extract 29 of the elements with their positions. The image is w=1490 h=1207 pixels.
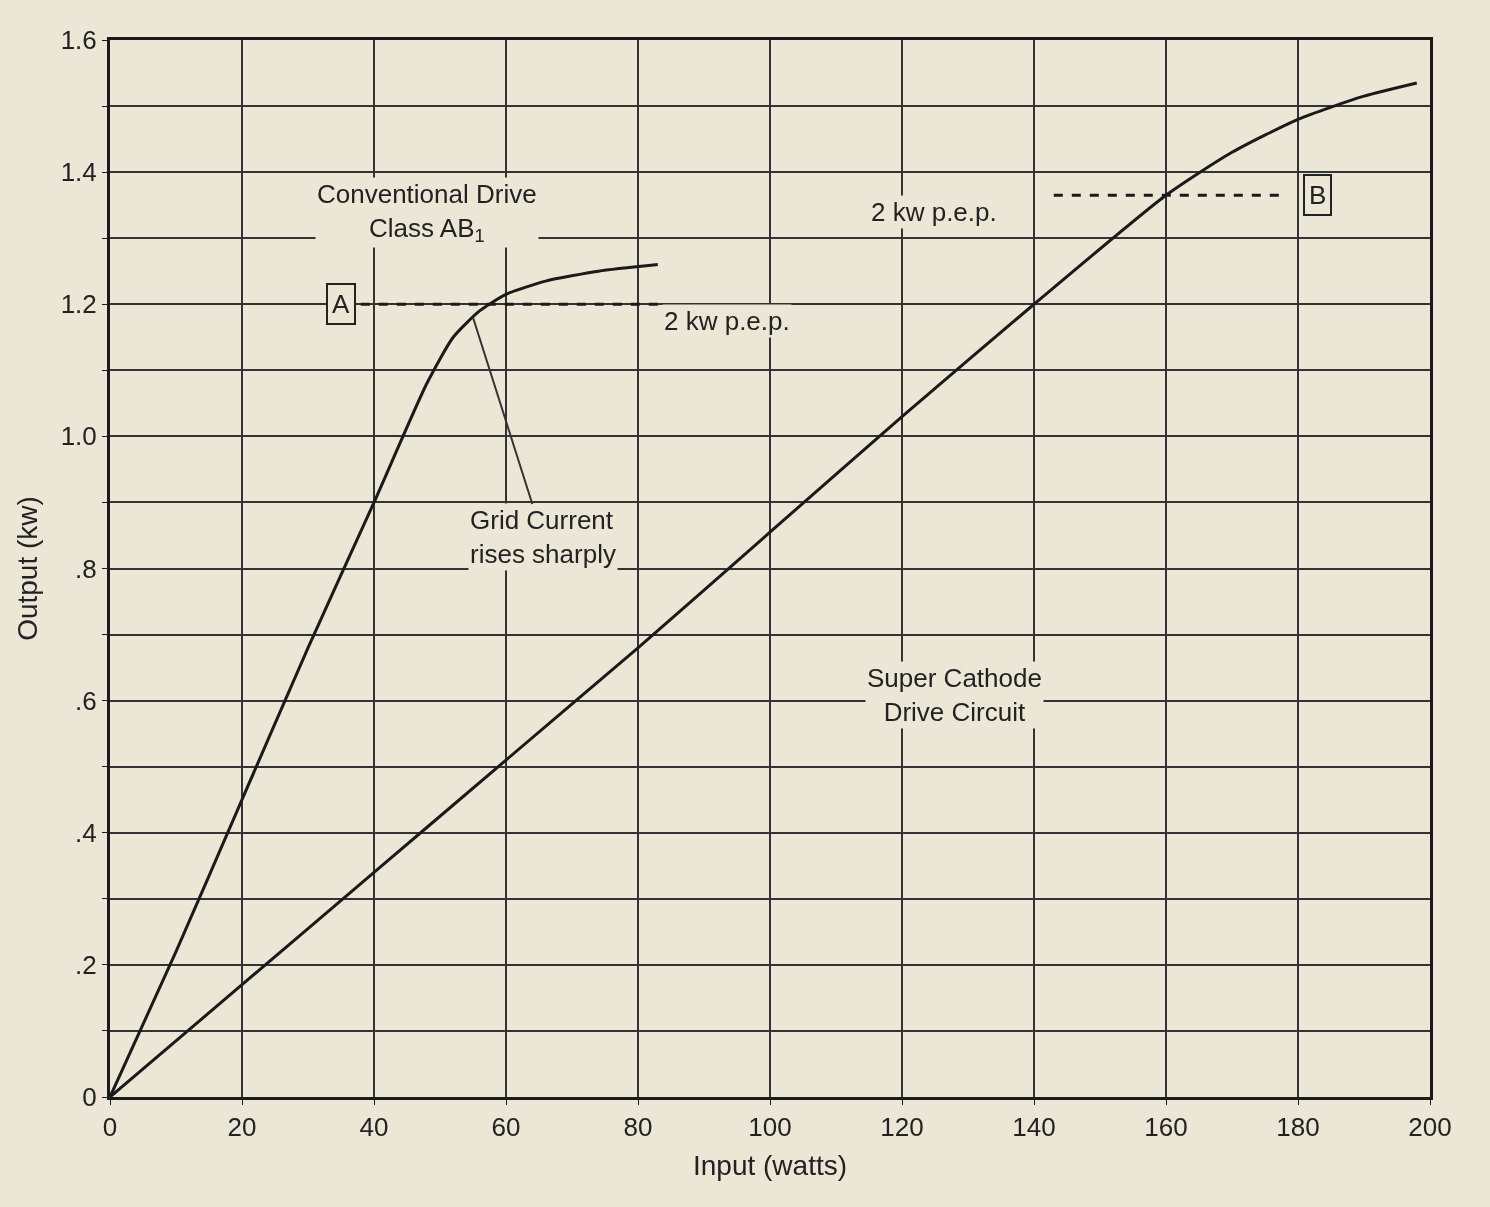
x-tick-label: 180 [1276, 1112, 1320, 1143]
annotation: 2 kw p.e.p. [664, 306, 790, 336]
y-tick-label: .2 [75, 949, 97, 980]
annotation: Conventional Drive Class AB$_{1}$ [317, 179, 537, 247]
annotation: A [332, 289, 350, 319]
x-tick-label: 140 [1012, 1112, 1056, 1143]
y-tick-label: .4 [75, 817, 97, 848]
x-tick-label: 80 [623, 1112, 653, 1143]
annotation: 2 kw p.e.p. [871, 197, 997, 227]
x-tick-label: 20 [227, 1112, 257, 1143]
y-tick-label: .8 [75, 553, 97, 584]
x-tick-label: 40 [359, 1112, 389, 1143]
y-tick-label: 1.4 [60, 157, 97, 188]
x-tick-label: 200 [1408, 1112, 1452, 1143]
x-tick-label: 60 [491, 1112, 521, 1143]
y-tick-label: 1.0 [60, 421, 97, 452]
x-axis-title: Input (watts) [692, 1150, 848, 1182]
annotation: Super Cathode Drive Circuit [867, 663, 1042, 727]
x-tick-label: 100 [748, 1112, 792, 1143]
y-tick-label: .6 [75, 685, 97, 716]
annotation: Grid Current rises sharply [470, 505, 616, 569]
annotation: B [1309, 180, 1327, 210]
y-tick-label: 0 [82, 1082, 97, 1113]
y-tick-label: 1.2 [60, 289, 97, 320]
y-tick-label: 1.6 [60, 25, 97, 56]
x-tick-label: 0 [102, 1112, 118, 1143]
x-tick-label: 160 [1144, 1112, 1188, 1143]
x-tick-label: 120 [880, 1112, 924, 1143]
y-axis-title: Output (kw) [12, 496, 44, 641]
